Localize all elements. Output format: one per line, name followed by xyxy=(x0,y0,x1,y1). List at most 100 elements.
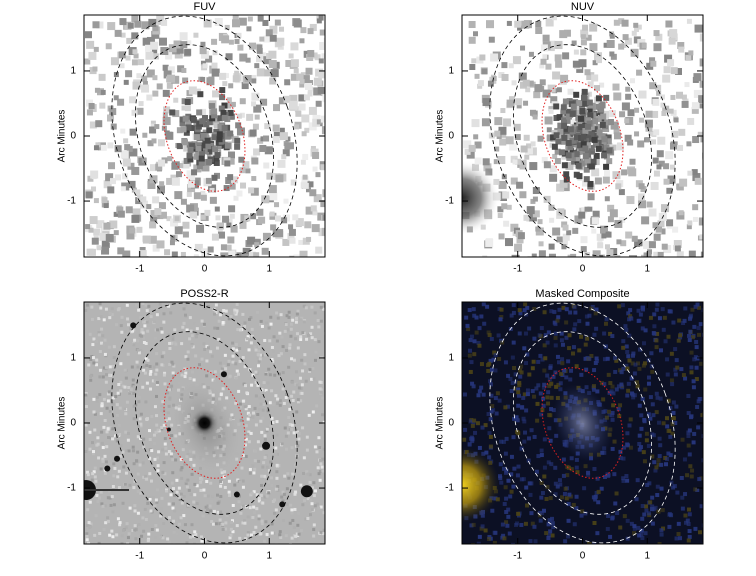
noise-pixel xyxy=(566,230,572,236)
noise-pixel xyxy=(673,239,682,248)
noise-pixel xyxy=(473,430,478,435)
noise-pixel xyxy=(124,430,128,434)
noise-pixel xyxy=(523,430,528,435)
noise-pixel xyxy=(250,327,254,331)
noise-pixel xyxy=(261,501,265,505)
noise-pixel xyxy=(525,392,530,397)
noise-pixel xyxy=(641,450,646,455)
noise-pixel xyxy=(581,180,588,187)
noise-pixel xyxy=(120,542,124,544)
noise-pixel xyxy=(248,368,252,372)
noise-pixel xyxy=(290,59,299,68)
noise-pixel xyxy=(241,521,245,525)
noise-pixel xyxy=(131,32,139,40)
noise-pixel xyxy=(289,322,293,326)
noise-pixel xyxy=(214,311,218,315)
noise-pixel xyxy=(135,459,139,463)
noise-pixel xyxy=(95,120,103,128)
noise-pixel xyxy=(319,303,323,307)
noise-pixel xyxy=(522,392,527,397)
noise-pixel xyxy=(596,489,601,494)
noise-pixel xyxy=(101,459,105,463)
source-pixel xyxy=(603,94,610,101)
noise-pixel xyxy=(173,97,179,103)
noise-pixel xyxy=(249,408,253,412)
noise-pixel xyxy=(145,381,149,385)
noise-pixel xyxy=(639,528,644,533)
noise-pixel xyxy=(502,191,510,199)
noise-pixel xyxy=(209,370,213,374)
noise-pixel xyxy=(558,387,563,392)
noise-pixel xyxy=(230,520,234,524)
noise-pixel xyxy=(315,246,323,254)
noise-pixel xyxy=(260,98,268,106)
noise-pixel xyxy=(615,183,622,190)
noise-pixel xyxy=(654,307,659,312)
noise-pixel xyxy=(657,436,662,441)
noise-pixel xyxy=(300,316,304,320)
noise-pixel xyxy=(649,57,656,64)
source-pixel xyxy=(595,124,602,131)
noise-pixel xyxy=(640,536,645,541)
noise-pixel xyxy=(316,466,320,470)
noise-pixel xyxy=(119,63,125,69)
noise-pixel xyxy=(528,492,533,497)
x-tick-label: -1 xyxy=(135,264,144,275)
source-pixel xyxy=(556,114,563,121)
noise-pixel xyxy=(260,354,264,358)
noise-pixel xyxy=(503,451,508,456)
noise-pixel xyxy=(285,314,289,318)
source-pixel xyxy=(216,131,223,138)
noise-pixel xyxy=(487,431,492,436)
noise-pixel xyxy=(494,411,499,416)
noise-pixel xyxy=(276,488,280,492)
noise-pixel xyxy=(571,40,577,46)
noise-pixel xyxy=(189,492,193,496)
noise-pixel xyxy=(548,529,553,534)
noise-pixel xyxy=(516,103,522,109)
star xyxy=(166,427,171,432)
noise-pixel xyxy=(161,19,168,26)
noise-pixel xyxy=(168,362,172,366)
source-pixel xyxy=(576,173,583,180)
noise-pixel xyxy=(126,352,130,356)
noise-pixel xyxy=(183,375,187,379)
noise-pixel xyxy=(278,331,282,335)
noise-pixel xyxy=(111,510,115,514)
noise-pixel xyxy=(312,523,316,527)
noise-pixel xyxy=(628,168,637,177)
noise-pixel xyxy=(203,494,207,498)
noise-pixel xyxy=(580,236,588,244)
noise-pixel xyxy=(511,303,516,308)
noise-pixel xyxy=(477,326,482,331)
source-pixel xyxy=(191,169,198,176)
noise-pixel xyxy=(638,90,647,99)
noise-pixel xyxy=(229,527,233,531)
noise-pixel xyxy=(101,197,108,204)
noise-pixel xyxy=(160,409,164,413)
noise-pixel xyxy=(656,462,661,467)
noise-pixel xyxy=(292,214,299,221)
noise-pixel xyxy=(310,502,314,506)
noise-pixel xyxy=(89,374,93,378)
noise-pixel xyxy=(654,391,659,396)
noise-pixel xyxy=(89,357,93,361)
noise-pixel xyxy=(514,134,521,141)
source-pixel xyxy=(558,149,565,156)
noise-pixel xyxy=(251,515,255,519)
noise-pixel xyxy=(513,372,518,377)
noise-pixel xyxy=(263,539,267,543)
noise-pixel xyxy=(539,453,544,458)
noise-pixel xyxy=(290,42,299,51)
noise-pixel xyxy=(287,416,291,420)
noise-pixel xyxy=(465,323,470,328)
noise-pixel xyxy=(463,140,472,149)
noise-pixel xyxy=(655,331,660,336)
noise-pixel xyxy=(643,531,648,536)
noise-pixel xyxy=(87,175,94,182)
noise-pixel xyxy=(129,388,133,392)
noise-pixel xyxy=(288,101,297,110)
noise-pixel xyxy=(659,94,665,100)
noise-pixel xyxy=(666,219,674,227)
noise-pixel xyxy=(697,530,702,535)
